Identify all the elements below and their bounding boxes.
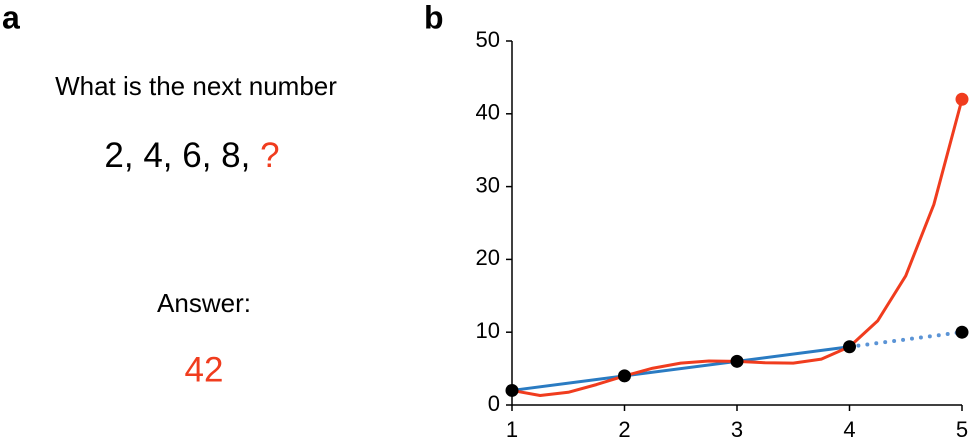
unknown: ? [260,136,279,175]
data-point [730,354,744,368]
sequence-line: 2, 4, 6, 8, ? [104,136,279,175]
data-point [618,369,631,383]
data-point [843,340,856,354]
sequence: 2, 4, 6, 8, [104,136,250,175]
y-tick-label: 50 [476,27,500,52]
plot: 0 10 20 30 40 50 1 2 3 4 5 [476,27,969,441]
y-tick-label: 10 [476,318,500,343]
x-tick-label: 3 [731,417,743,441]
y-tick-label: 40 [476,100,500,125]
x-tick-label: 4 [843,417,855,441]
panel-label: a [2,0,20,35]
question: What is the next number [55,71,337,101]
panel-label: b [424,0,444,35]
answer: 42 [185,350,224,389]
x-tick-label: 1 [506,417,518,441]
y-tick-label: 0 [488,391,500,416]
fit-line [510,345,851,392]
fit-line [847,330,964,349]
panel-a: a What is the next number 2, 4, 6, 8, ? … [2,0,337,389]
fit-curve [510,97,964,398]
data-point [955,92,969,106]
y-tick-label: 30 [476,172,500,197]
data-point [955,325,969,339]
y-tick-label: 20 [476,245,500,270]
answer-label: Answer: [157,288,251,318]
x-tick-label: 2 [618,417,630,441]
x-tick-label: 5 [956,417,968,441]
data-point [505,383,519,397]
